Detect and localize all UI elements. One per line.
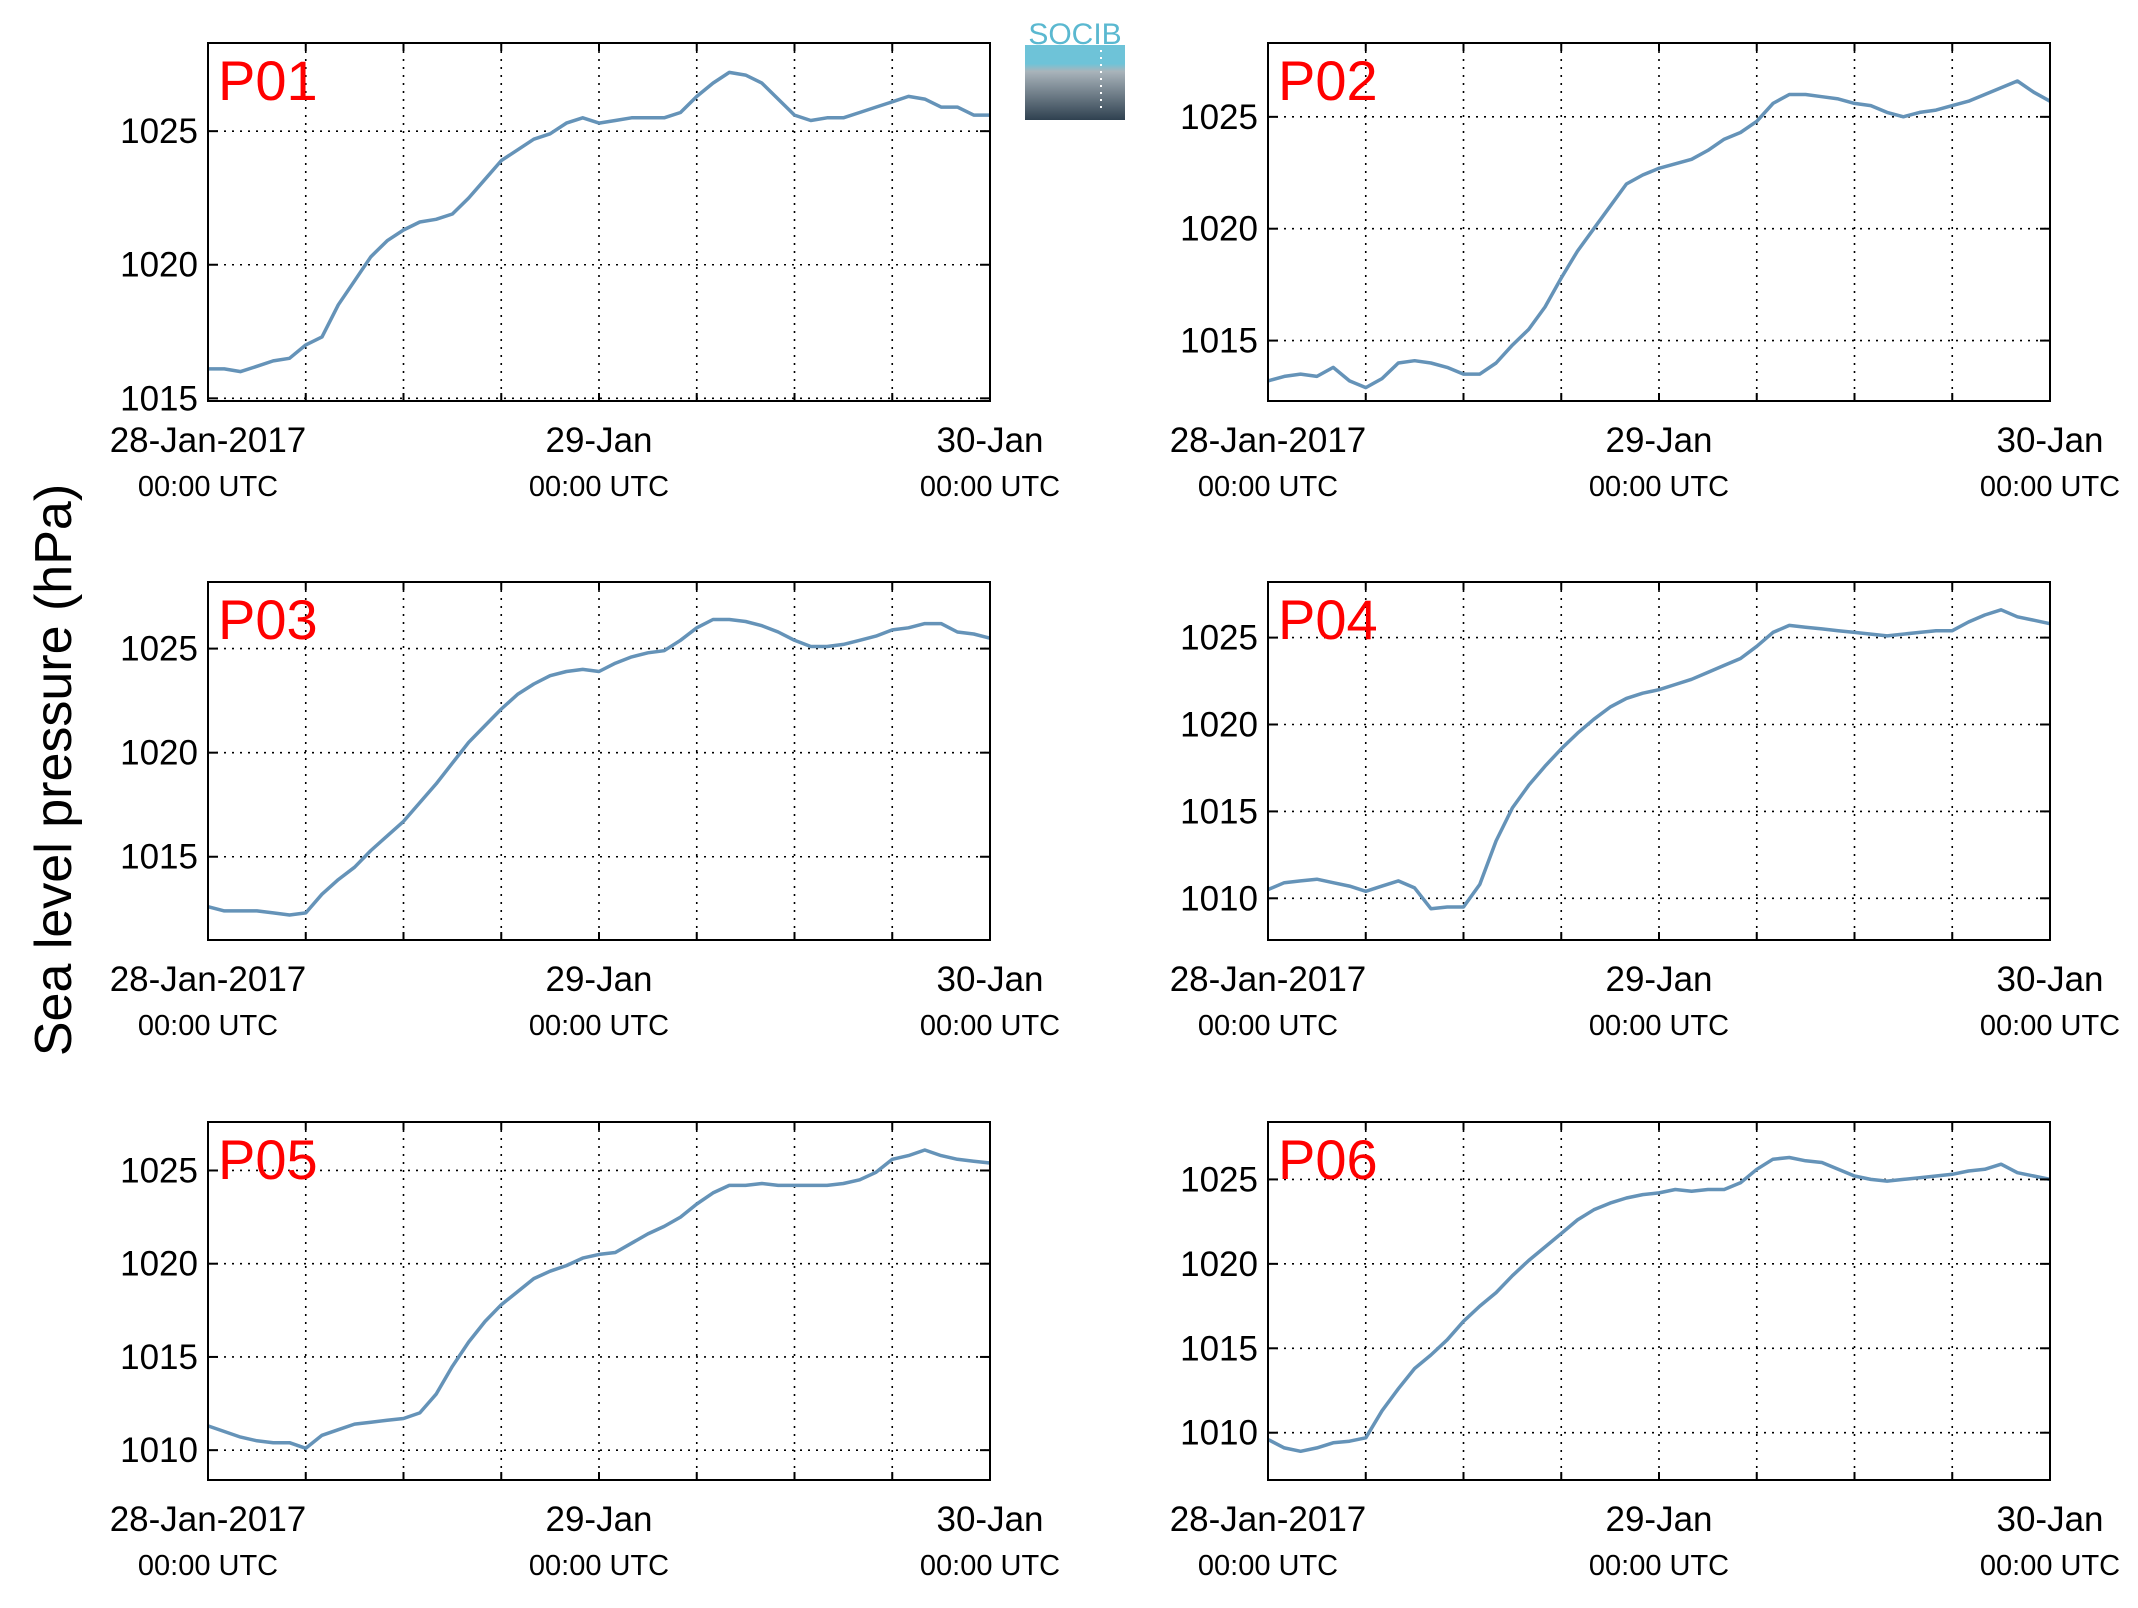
- x-tick-label: 28-Jan-2017: [1170, 421, 1367, 460]
- x-tick-time-label: 00:00 UTC: [1198, 471, 1338, 503]
- y-tick-label: 1020: [120, 246, 198, 285]
- y-tick-label: 1025: [120, 1151, 198, 1190]
- x-tick-label: 30-Jan: [936, 960, 1043, 999]
- y-tick-label: 1020: [120, 734, 198, 773]
- x-tick-time-label: 00:00 UTC: [1980, 1010, 2120, 1042]
- panel-label: P05: [218, 1128, 318, 1191]
- x-tick-time-label: 00:00 UTC: [529, 1550, 669, 1582]
- x-tick-time-label: 00:00 UTC: [920, 1550, 1060, 1582]
- x-tick-label: 29-Jan: [1605, 960, 1712, 999]
- x-tick-label: 30-Jan: [936, 421, 1043, 460]
- x-tick-time-label: 00:00 UTC: [920, 1010, 1060, 1042]
- y-tick-label: 1025: [120, 630, 198, 669]
- y-tick-label: 1025: [120, 112, 198, 151]
- x-tick-label: 30-Jan: [936, 1500, 1043, 1539]
- panel-label: P03: [218, 588, 318, 651]
- y-tick-label: 1015: [120, 838, 198, 877]
- y-axis-label: Sea level pressure (hPa): [25, 484, 83, 1056]
- y-tick-label: 1020: [1180, 1245, 1258, 1284]
- series-line-p05: [207, 1148, 991, 1451]
- series-line-p06: [1267, 1155, 2051, 1454]
- x-tick-time-label: 00:00 UTC: [1198, 1550, 1338, 1582]
- x-tick-time-label: 00:00 UTC: [529, 1010, 669, 1042]
- panel-label: P02: [1278, 49, 1378, 112]
- x-tick-label: 30-Jan: [1996, 1500, 2103, 1539]
- y-tick-label: 1015: [1180, 792, 1258, 831]
- panel-p05: 1010 1015 1020 1025 28-Jan-2017 00:00 UTC 29-J…: [110, 1121, 1060, 1582]
- socib-logo-text: SOCIB: [1028, 18, 1121, 51]
- socib-logo: SOCIB: [1025, 18, 1125, 120]
- x-tick-label: 28-Jan-2017: [110, 421, 307, 460]
- x-tick-time-label: 00:00 UTC: [1589, 1010, 1729, 1042]
- x-tick-label: 29-Jan: [545, 960, 652, 999]
- x-tick-label: 30-Jan: [1996, 960, 2103, 999]
- panel-p06: 1010 1015 1020 1025 28-Jan-2017 00:00 UTC 29-J…: [1170, 1121, 2120, 1582]
- x-tick-time-label: 00:00 UTC: [1980, 471, 2120, 503]
- y-tick-label: 1010: [1180, 1414, 1258, 1453]
- panel-label: P04: [1278, 588, 1378, 651]
- y-tick-label: 1025: [1180, 98, 1258, 137]
- panel-p04: 1010 1015 1020 1025 28-Jan-2017 00:00 UTC 29-J…: [1170, 581, 2120, 1042]
- x-tick-time-label: 00:00 UTC: [1198, 1010, 1338, 1042]
- x-tick-label: 29-Jan: [1605, 421, 1712, 460]
- x-tick-label: 29-Jan: [545, 421, 652, 460]
- x-tick-time-label: 00:00 UTC: [1980, 1550, 2120, 1582]
- y-tick-label: 1015: [120, 379, 198, 418]
- series-line-p04: [1267, 608, 2051, 911]
- x-tick-label: 28-Jan-2017: [110, 1500, 307, 1539]
- x-tick-time-label: 00:00 UTC: [529, 471, 669, 503]
- panel-label: P06: [1278, 1128, 1378, 1191]
- y-tick-label: 1020: [1180, 210, 1258, 249]
- series-line-p03: [207, 617, 991, 917]
- x-tick-label: 29-Jan: [545, 1500, 652, 1539]
- y-tick-label: 1025: [1180, 619, 1258, 658]
- x-tick-time-label: 00:00 UTC: [1589, 471, 1729, 503]
- x-tick-time-label: 00:00 UTC: [920, 471, 1060, 503]
- x-tick-time-label: 00:00 UTC: [138, 471, 278, 503]
- x-tick-label: 29-Jan: [1605, 1500, 1712, 1539]
- y-tick-label: 1015: [1180, 1329, 1258, 1368]
- y-tick-label: 1015: [120, 1338, 198, 1377]
- panel-label: P01: [218, 49, 318, 112]
- y-tick-label: 1015: [1180, 322, 1258, 361]
- x-tick-time-label: 00:00 UTC: [138, 1010, 278, 1042]
- x-tick-label: 28-Jan-2017: [1170, 1500, 1367, 1539]
- y-tick-label: 1010: [120, 1431, 198, 1470]
- panel-p03: 1015 1020 1025 28-Jan-2017 00:00 UTC 29-Jan 00…: [110, 581, 1060, 1042]
- x-tick-label: 28-Jan-2017: [110, 960, 307, 999]
- x-tick-label: 30-Jan: [1996, 421, 2103, 460]
- panel-p01: 1015 1020 1025 28-Jan-2017 00:00 UTC 29-Jan 00…: [110, 42, 1060, 503]
- x-tick-time-label: 00:00 UTC: [1589, 1550, 1729, 1582]
- y-tick-label: 1020: [120, 1245, 198, 1284]
- x-tick-label: 28-Jan-2017: [1170, 960, 1367, 999]
- series-line-p02: [1267, 79, 2051, 390]
- y-tick-label: 1020: [1180, 706, 1258, 745]
- y-tick-label: 1010: [1180, 879, 1258, 918]
- series-line-p01: [208, 70, 990, 374]
- panels: 1015 1020 1025 28-Jan-2017 00:00 UTC 29-Jan 00…: [110, 42, 2120, 1582]
- x-tick-time-label: 00:00 UTC: [138, 1550, 278, 1582]
- panel-p02: 1015 1020 1025 28-Jan-2017 00:00 UTC 29-Jan 00…: [1170, 42, 2120, 503]
- y-tick-label: 1025: [1180, 1160, 1258, 1199]
